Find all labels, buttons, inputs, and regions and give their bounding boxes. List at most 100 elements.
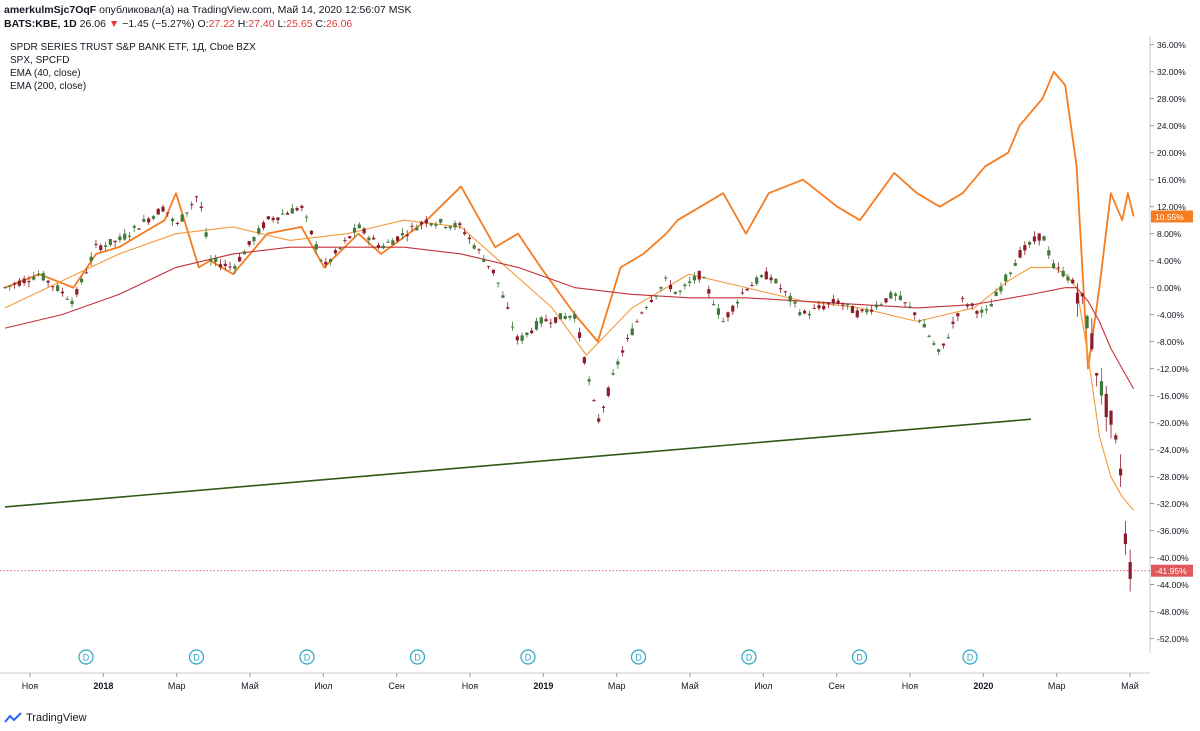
- candle-body: [36, 273, 41, 276]
- candle-body: [381, 245, 385, 249]
- publish-line: amerkulmSjc7OqF опубликовал(а) на Tradin…: [4, 3, 411, 17]
- candle-body: [515, 336, 519, 341]
- candle-body: [673, 291, 677, 294]
- candle-body: [788, 295, 792, 302]
- candle-body: [812, 307, 816, 309]
- y-tick-label: 32.00%: [1157, 67, 1186, 77]
- open-value: 27.22: [208, 18, 235, 30]
- candle-body: [716, 308, 721, 315]
- candle-body: [415, 227, 419, 231]
- open-label: O:: [197, 18, 209, 30]
- candle-body: [726, 312, 730, 318]
- dividend-marker-icon: [962, 649, 978, 665]
- candle-body: [285, 213, 290, 215]
- candle-body: [1028, 241, 1032, 245]
- x-tick-label: 2018: [93, 681, 113, 691]
- spx-line: [4, 70, 1135, 370]
- dividend-marker-icon: [78, 649, 94, 665]
- candle-body: [151, 216, 156, 219]
- candle-body: [846, 303, 850, 306]
- x-tick-label: Май: [681, 681, 699, 691]
- candle-body: [477, 249, 481, 251]
- x-tick-label: Ноя: [902, 681, 919, 691]
- candle-body: [573, 314, 577, 319]
- candle-body: [376, 245, 381, 248]
- candle-body: [51, 286, 55, 288]
- candle-body: [951, 321, 955, 324]
- candle-body: [170, 218, 175, 222]
- candle-body: [472, 245, 476, 249]
- candle-body: [99, 245, 103, 250]
- candle-body: [242, 251, 246, 255]
- candle-body: [759, 275, 764, 278]
- candle-body: [510, 326, 515, 328]
- spx-badge-text: 10.55%: [1155, 212, 1184, 222]
- candle-body: [257, 228, 261, 234]
- candle-body: [32, 276, 36, 280]
- candle-body: [659, 287, 663, 289]
- change: −1.45 (−5.27%): [122, 18, 195, 30]
- candle-body: [611, 373, 615, 375]
- candle-body: [917, 320, 922, 322]
- candle-body: [271, 217, 275, 221]
- candle-body: [879, 304, 883, 306]
- candle-body: [1008, 272, 1013, 274]
- candle-body: [261, 222, 266, 229]
- candle-body: [396, 236, 400, 241]
- candle-body: [84, 272, 88, 274]
- candle-body: [266, 216, 270, 220]
- candle-body: [577, 332, 582, 338]
- candle-body: [855, 310, 859, 318]
- candle-body: [1071, 279, 1075, 284]
- candle-body: [625, 338, 630, 340]
- candle-body: [707, 289, 711, 294]
- candle-body: [180, 214, 184, 222]
- candle-body: [1023, 245, 1027, 251]
- candle-body: [309, 230, 314, 235]
- candle-body: [419, 222, 424, 225]
- candle-body: [214, 257, 218, 262]
- footer-brand[interactable]: TradingView: [26, 712, 87, 724]
- price-badges: 10.55% -41.95%: [0, 210, 1193, 577]
- candle-body: [429, 223, 433, 226]
- y-tick-label: 16.00%: [1157, 175, 1186, 185]
- candle-body: [755, 277, 759, 284]
- candle-body: [386, 241, 390, 243]
- candle-body: [984, 309, 989, 311]
- y-tick-label: -16.00%: [1157, 391, 1189, 401]
- dividend-marker-label: D: [83, 653, 90, 663]
- plot-area[interactable]: [0, 36, 1150, 708]
- candle-body: [400, 233, 405, 236]
- candle-body: [989, 304, 993, 307]
- candle-body: [324, 261, 328, 265]
- x-tick-label: Сен: [828, 681, 845, 691]
- candle-body: [644, 307, 649, 309]
- y-tick-label: -8.00%: [1157, 337, 1184, 347]
- candle-body: [592, 400, 596, 402]
- candle-body: [22, 278, 26, 284]
- candle-body: [1051, 263, 1056, 269]
- published-text: опубликовал(а) на TradingView.com, Май 1…: [99, 4, 412, 16]
- candle-body: [27, 281, 31, 283]
- candle-body: [932, 343, 936, 345]
- y-tick-label: -40.00%: [1157, 553, 1189, 563]
- y-tick-label: -52.00%: [1157, 634, 1189, 644]
- candle-body: [328, 259, 333, 262]
- candle-body: [530, 330, 534, 334]
- x-tick-label: Сен: [388, 681, 405, 691]
- candle-body: [161, 206, 165, 212]
- price-chart[interactable]: 36.00% 32.00% 28.00% 24.00% 20.00% 16.00% 12.0…: [0, 36, 1200, 708]
- candle-body: [654, 295, 658, 297]
- candle-body: [937, 349, 941, 352]
- candle-body: [913, 312, 917, 316]
- y-tick-label: -36.00%: [1157, 526, 1189, 536]
- x-axis: Ноя 2018 Мар Май Июл Сен Ноя 2019 Мар Май Июл Сен Но…: [0, 672, 1150, 691]
- candle-body: [305, 216, 309, 218]
- x-tick-label: Мар: [608, 681, 626, 691]
- candle-body: [961, 297, 965, 299]
- y-tick-label: -44.00%: [1157, 580, 1189, 590]
- candle-body: [769, 277, 773, 281]
- username[interactable]: amerkulmSjc7OqF: [4, 4, 97, 16]
- candle-body: [147, 218, 151, 223]
